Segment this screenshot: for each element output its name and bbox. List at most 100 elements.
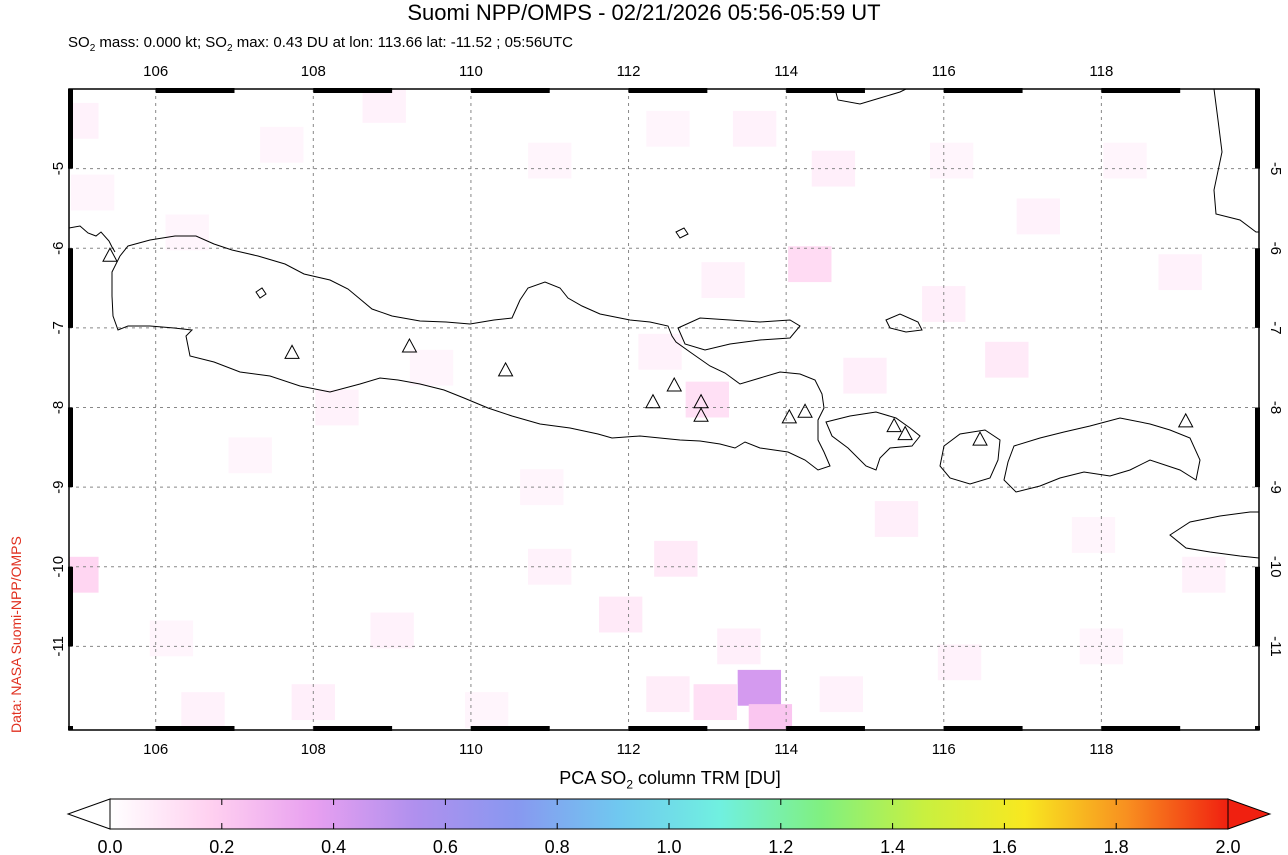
volcano-marker xyxy=(693,407,709,422)
coastline-bawean xyxy=(255,287,267,299)
volcano-marker xyxy=(401,337,418,353)
lon-tick-bottom: 114 xyxy=(774,741,798,758)
map-frame xyxy=(68,88,1260,731)
frame-bar-right xyxy=(1255,407,1260,488)
frame-bar-bottom xyxy=(155,726,235,731)
lon-tick-bottom: 116 xyxy=(932,741,956,758)
frame-bar-top xyxy=(313,88,393,93)
volcano-marker xyxy=(897,425,913,441)
volcano-marker xyxy=(666,376,683,392)
lat-tick-left: -7 xyxy=(50,321,67,334)
coastline-borneo-south xyxy=(834,89,907,105)
so2-cell xyxy=(70,174,115,211)
lon-tick-top: 112 xyxy=(617,63,641,80)
frame-bar-top xyxy=(628,88,708,93)
lon-tick-top: 108 xyxy=(301,63,326,80)
so2-cell xyxy=(654,540,698,577)
coastline-bali xyxy=(825,411,921,471)
lon-tick-bottom: 108 xyxy=(301,741,326,758)
frame-bar-top xyxy=(155,88,235,93)
colorbar-tick-label: 0.4 xyxy=(321,837,346,855)
frame-bar-bottom xyxy=(1101,726,1181,731)
coastline-lombok xyxy=(939,429,1001,485)
colorbar-tick-label: 0.8 xyxy=(545,837,570,855)
lat-tick-right: -9 xyxy=(1267,480,1284,493)
lat-tick-right: -8 xyxy=(1267,401,1284,414)
colorbar-tick-label: 0.6 xyxy=(433,837,458,855)
so2-cell xyxy=(520,469,564,506)
so2-cell xyxy=(165,214,209,251)
lat-tick-right: -11 xyxy=(1267,636,1284,657)
coastline-kangean xyxy=(885,313,923,333)
volcano-marker xyxy=(1177,412,1194,428)
lon-tick-bottom: 118 xyxy=(1089,741,1113,758)
volcano-marker xyxy=(797,403,813,418)
coastline-java xyxy=(111,235,831,471)
volcano-marker xyxy=(497,361,514,377)
colorbar-tick-label: 1.4 xyxy=(880,837,905,855)
so2-cell xyxy=(819,676,863,713)
colorbar-tick-label: 0.0 xyxy=(97,837,122,855)
so2-cell xyxy=(788,246,832,283)
so2-cell xyxy=(260,126,304,163)
map-subtitle: SO2 mass: 0.000 kt; SO2 max: 0.43 DU at … xyxy=(68,34,573,54)
volcano-marker xyxy=(781,408,798,424)
so2-cell xyxy=(598,596,643,633)
so2-cell xyxy=(685,381,730,418)
colorbar-tick-label: 2.0 xyxy=(1215,837,1240,855)
frame-bar-right xyxy=(1255,89,1260,169)
frame-bar-right xyxy=(1255,726,1260,730)
coastline-karimun xyxy=(675,227,689,239)
so2-cell xyxy=(929,142,974,179)
lat-tick-left: -8 xyxy=(50,401,67,414)
so2-cell xyxy=(1016,198,1061,235)
so2-cell xyxy=(362,89,406,123)
so2-cell xyxy=(149,620,194,657)
frame-bar-bottom xyxy=(470,726,550,731)
lon-tick-bottom: 106 xyxy=(143,741,168,758)
so2-cell xyxy=(528,548,572,585)
so2-cell xyxy=(1071,516,1116,553)
so2-cell xyxy=(985,341,1029,378)
volcano-marker xyxy=(645,393,661,409)
so2-cell xyxy=(717,628,761,665)
lon-tick-bottom: 112 xyxy=(617,741,641,758)
colorbar-tick-label: 1.0 xyxy=(656,837,681,855)
so2-cell xyxy=(843,357,887,394)
lon-tick-top: 118 xyxy=(1089,63,1113,80)
frame-bar-bottom xyxy=(943,726,1023,731)
so2-cell xyxy=(693,684,737,721)
lon-tick-top: 114 xyxy=(774,63,798,80)
lat-tick-left: -10 xyxy=(50,556,67,578)
colorbar-right-arrow xyxy=(1227,798,1272,830)
so2-cell xyxy=(370,612,414,649)
lon-tick-top: 106 xyxy=(143,63,168,80)
so2-cell xyxy=(69,556,99,593)
frame-bar-left xyxy=(68,726,73,730)
coastline-sumba xyxy=(1169,511,1259,559)
lon-tick-bottom: 110 xyxy=(459,741,483,758)
volcano-markers xyxy=(102,247,1194,446)
so2-cell xyxy=(409,349,454,386)
frame-bar-top xyxy=(786,88,865,93)
frame-bar-right xyxy=(1255,566,1260,647)
colorbar-left-arrow xyxy=(66,798,111,830)
colorbar-tick-label: 1.2 xyxy=(768,837,793,855)
volcano-marker xyxy=(284,344,300,359)
lat-tick-left: -6 xyxy=(50,242,67,255)
colorbar-tick-label: 1.8 xyxy=(1104,837,1129,855)
so2-cell xyxy=(732,110,777,147)
frame-bar-left xyxy=(68,566,73,647)
so2-cell xyxy=(748,704,793,730)
so2-cell xyxy=(701,262,745,299)
colorbar: 0.0 0.2 0.4 0.6 0.8 1.0 1.2 1.4 1.6 1.8 2.0 xyxy=(66,798,1272,855)
coastline-kalimantan xyxy=(1213,89,1259,233)
frame-bar-top xyxy=(1101,88,1181,93)
frame-bar-bottom xyxy=(313,726,393,731)
lat-tick-left: -11 xyxy=(50,636,67,657)
frame-bar-left xyxy=(68,248,73,328)
frame-bar-bottom xyxy=(628,726,708,731)
coastline-madura xyxy=(677,317,801,351)
so2-cell xyxy=(1182,556,1226,593)
